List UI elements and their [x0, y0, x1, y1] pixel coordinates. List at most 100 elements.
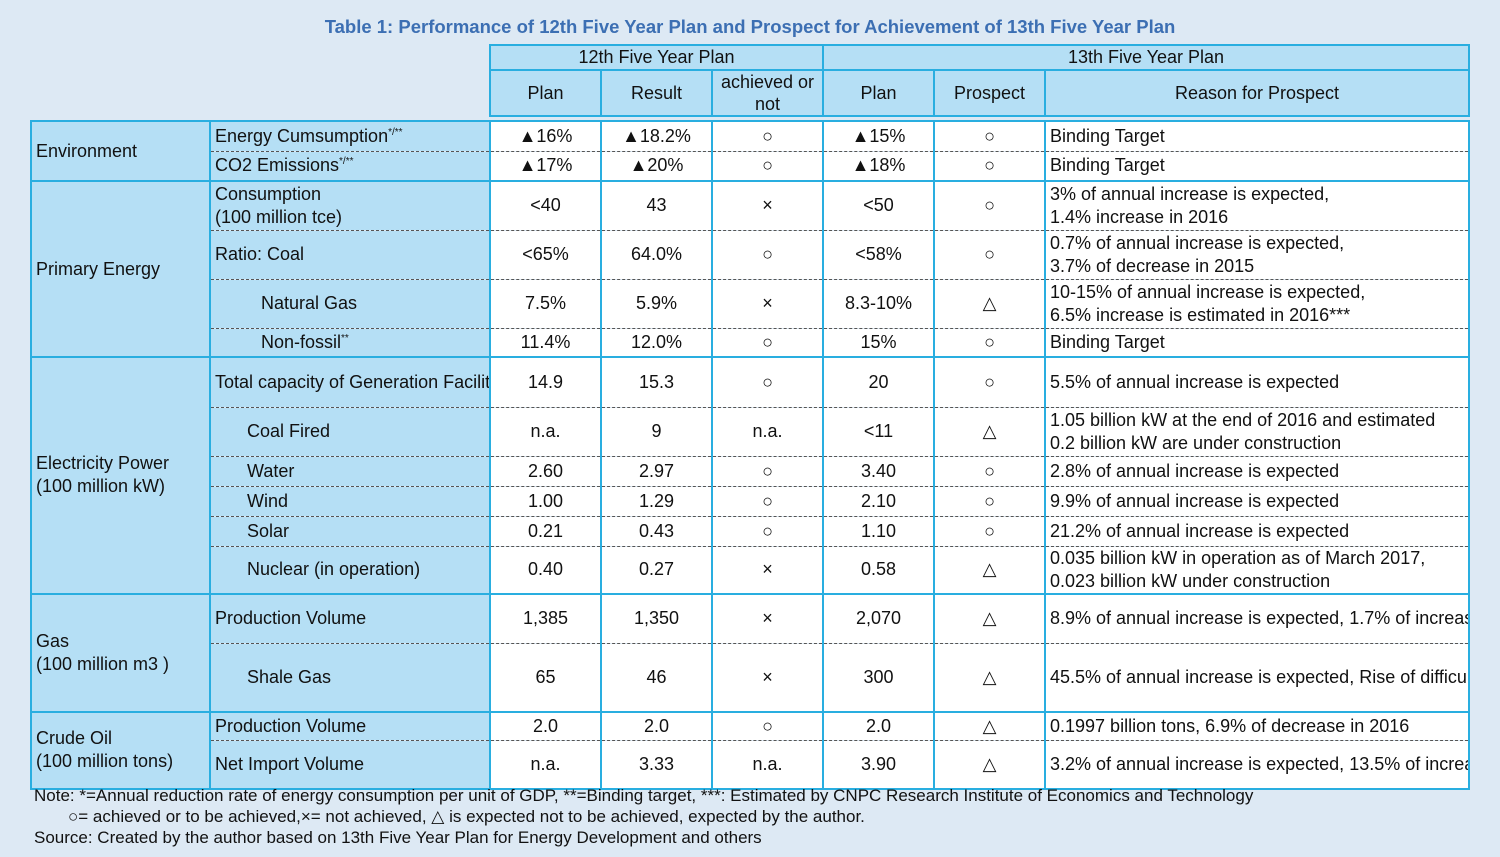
- cell-plan13: 3.40: [822, 455, 935, 486]
- cell-prospect: ○: [933, 120, 1046, 151]
- row-label: Net Import Volume: [209, 740, 491, 790]
- row-label: Natural Gas: [209, 278, 491, 328]
- header-prospect: Prospect: [933, 69, 1046, 117]
- cell-reason: Binding Target: [1044, 327, 1470, 358]
- cell-result: 0.27: [600, 545, 713, 595]
- cell-achieved: ○: [711, 710, 824, 741]
- cell-prospect: △: [933, 592, 1046, 644]
- cell-plan13: 1.10: [822, 515, 935, 546]
- cell-result: 12.0%: [600, 327, 713, 358]
- category-primary-energy: Primary Energy: [30, 180, 211, 358]
- performance-table: 12th Five Year Plan 13th Five Year Plan …: [30, 44, 1470, 790]
- cell-prospect: △: [933, 278, 1046, 328]
- cell-reason: Binding Target: [1044, 120, 1470, 151]
- cell-plan: n.a.: [489, 406, 602, 456]
- category-environment: Environment: [30, 120, 211, 182]
- table-row: Environment Energy Cumsumption*/** ▲16% …: [30, 120, 1470, 182]
- cell-reason: 5.5% of annual increase is expected: [1044, 356, 1470, 407]
- table-row: Coal Fired n.a. 9 n.a. <11 △ 1.05 billio…: [31, 406, 1470, 456]
- header-plan-12: Plan: [489, 69, 602, 117]
- cell-plan13: 0.58: [822, 545, 935, 595]
- row-label: Solar: [209, 515, 491, 546]
- cell-plan13: 15%: [822, 327, 935, 358]
- cell-result: 43: [600, 180, 713, 230]
- cell-reason: 0.7% of annual increase is expected, 3.7…: [1044, 229, 1470, 279]
- cell-plan: 0.40: [489, 545, 602, 595]
- cell-reason: 45.5% of annual increase is expected, Ri…: [1044, 643, 1470, 713]
- cell-reason: 21.2% of annual increase is expected: [1044, 515, 1470, 546]
- cell-reason: 9.9% of annual increase is expected: [1044, 485, 1470, 516]
- cell-achieved: ○: [711, 485, 824, 516]
- cell-achieved: ×: [711, 180, 824, 230]
- cell-plan13: ▲15%: [822, 120, 935, 151]
- table-row: Solar 0.21 0.43 ○ 1.10 ○ 21.2% of annual…: [31, 515, 1470, 546]
- category-electricity: Electricity Power (100 million kW): [30, 356, 211, 595]
- cell-result: 9: [600, 406, 713, 456]
- cell-plan: <40: [489, 180, 602, 230]
- cell-result: 3.33: [600, 740, 713, 790]
- cell-plan: ▲16%: [489, 120, 602, 151]
- header-reason: Reason for Prospect: [1044, 69, 1470, 117]
- cell-achieved: ○: [711, 455, 824, 486]
- table-row: Shale Gas 65 46 × 300 △ 45.5% of annual …: [31, 643, 1470, 713]
- cell-achieved: ○: [711, 150, 824, 182]
- cell-prospect: △: [933, 710, 1046, 741]
- cell-result: 2.97: [600, 455, 713, 486]
- cell-plan13: 2.0: [822, 710, 935, 741]
- header-13th-plan: 13th Five Year Plan: [822, 44, 1470, 71]
- source-line: Source: Created by the author based on 1…: [34, 828, 762, 847]
- header-achieved: achieved or not: [711, 69, 824, 117]
- cell-prospect: △: [933, 740, 1046, 790]
- cell-prospect: ○: [933, 455, 1046, 486]
- table-row: Primary Energy Consumption (100 million …: [30, 180, 1470, 358]
- header-blank: [31, 45, 490, 70]
- table-title: Table 1: Performance of 12th Five Year P…: [324, 16, 1176, 37]
- row-label: Nuclear (in operation): [209, 545, 491, 595]
- cell-achieved: ○: [711, 120, 824, 151]
- table-row: Ratio: Coal <65% 64.0% ○ <58% ○ 0.7% of …: [31, 229, 1470, 279]
- cell-prospect: ○: [933, 485, 1046, 516]
- cell-reason: 10-15% of annual increase is expected, 6…: [1044, 278, 1470, 328]
- cell-achieved: ×: [711, 643, 824, 713]
- cell-achieved: ×: [711, 278, 824, 328]
- cell-achieved: n.a.: [711, 406, 824, 456]
- cell-plan: 65: [489, 643, 602, 713]
- cell-reason: 3.2% of annual increase is expected, 13.…: [1044, 740, 1470, 790]
- header-12th-plan: 12th Five Year Plan: [489, 44, 824, 71]
- cell-prospect: ○: [933, 180, 1046, 230]
- table-row: CO2 Emissions*/** ▲17% ▲20% ○ ▲18% ○ Bin…: [31, 150, 1470, 182]
- row-label: Consumption (100 million tce): [209, 180, 491, 230]
- cell-result: 1,350: [600, 592, 713, 644]
- row-label: Energy Cumsumption*/**: [209, 120, 491, 151]
- cell-result: 64.0%: [600, 229, 713, 279]
- table-row: Gas (100 million m3 ) Production Volume 1…: [30, 592, 1470, 713]
- header-plan-13: Plan: [822, 69, 935, 117]
- cell-achieved: ○: [711, 515, 824, 546]
- cell-plan13: 20: [822, 356, 935, 407]
- cell-prospect: ○: [933, 229, 1046, 279]
- table-row: Crude Oil (100 million tons) Production V…: [30, 710, 1470, 790]
- cell-plan13: 8.3-10%: [822, 278, 935, 328]
- cell-prospect: △: [933, 643, 1046, 713]
- cell-result: 2.0: [600, 710, 713, 741]
- cell-prospect: △: [933, 545, 1046, 595]
- category-crude-oil: Crude Oil (100 million tons): [30, 710, 211, 790]
- cell-plan: 1.00: [489, 485, 602, 516]
- cell-achieved: ○: [711, 229, 824, 279]
- table-row: Non-fossil** 11.4% 12.0% ○ 15% ○ Binding…: [31, 327, 1470, 358]
- cell-reason: 0.1997 billion tons, 6.9% of decrease in…: [1044, 710, 1470, 741]
- cell-result: 15.3: [600, 356, 713, 407]
- cell-plan: 7.5%: [489, 278, 602, 328]
- row-label: Coal Fired: [209, 406, 491, 456]
- cell-reason: 3% of annual increase is expected, 1.4% …: [1044, 180, 1470, 230]
- table-row: Net Import Volume n.a. 3.33 n.a. 3.90 △ …: [31, 740, 1470, 790]
- cell-plan13: <11: [822, 406, 935, 456]
- row-label: Non-fossil**: [209, 327, 491, 358]
- row-label: Ratio: Coal: [209, 229, 491, 279]
- category-gas: Gas (100 million m3 ): [30, 592, 211, 713]
- cell-plan: ▲17%: [489, 150, 602, 182]
- cell-prospect: △: [933, 406, 1046, 456]
- row-label: Total capacity of Generation Facility: [209, 356, 491, 407]
- cell-plan: 11.4%: [489, 327, 602, 358]
- note-line-1: Note: *=Annual reduction rate of energy …: [34, 786, 1254, 805]
